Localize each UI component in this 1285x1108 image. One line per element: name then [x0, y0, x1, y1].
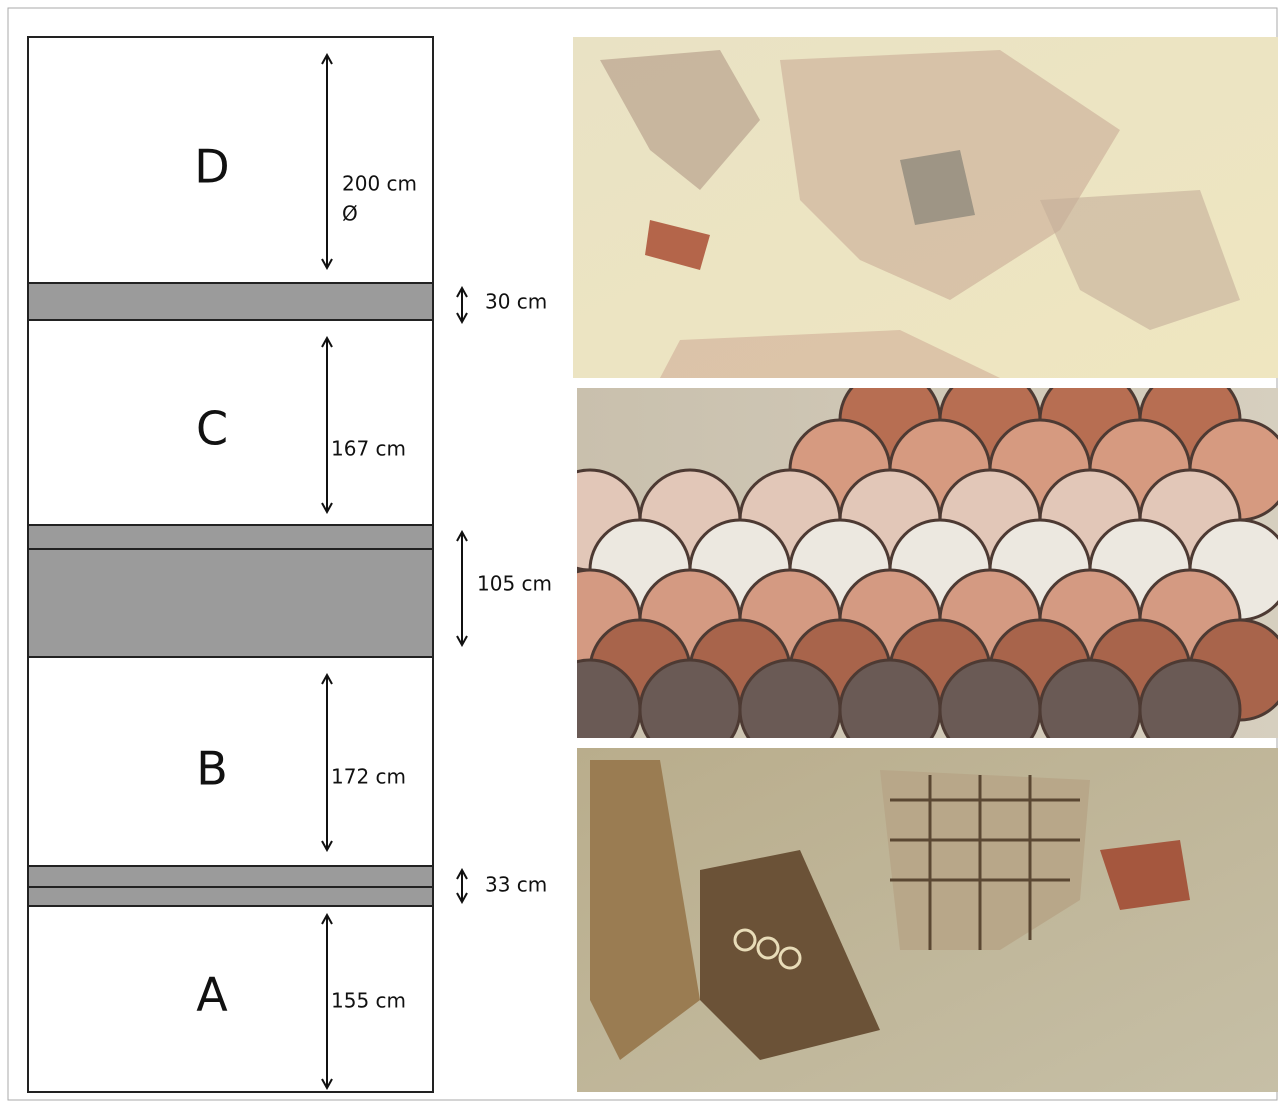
- photo-top: [573, 37, 1278, 378]
- dimension-label: 200 cm: [342, 172, 417, 196]
- section-label: D: [194, 140, 229, 194]
- section-box: [27, 36, 434, 284]
- section-label: B: [196, 742, 228, 796]
- section-box: [27, 905, 434, 1093]
- mosaic-scale: [577, 658, 642, 738]
- mosaic-scale: [938, 658, 1042, 738]
- section-box: [27, 656, 434, 867]
- section-label: A: [196, 968, 228, 1022]
- band: [27, 886, 434, 907]
- mosaic-scale: [638, 658, 742, 738]
- diameter-note: Ø: [342, 202, 358, 226]
- mosaic-scale: [738, 658, 842, 738]
- mosaic-scale: [1038, 658, 1142, 738]
- dimension-label: 167 cm: [331, 437, 406, 461]
- photo-bottom: [577, 748, 1278, 1092]
- sections-diagram: D C B A 200 cm Ø 30 cm 167 cm 105 cm 172…: [27, 36, 552, 1093]
- photo-middle: [577, 388, 1278, 738]
- section-label: C: [196, 402, 228, 456]
- dimension-label: 33 cm: [485, 873, 547, 897]
- dimension-label: 105 cm: [477, 572, 552, 596]
- mosaic-scale: [1138, 658, 1242, 738]
- band: [27, 865, 434, 888]
- mosaic-scale: [838, 658, 942, 738]
- dimension-label: 155 cm: [331, 989, 406, 1013]
- band: [27, 524, 434, 550]
- band: [27, 282, 434, 321]
- dimension-label: 30 cm: [485, 290, 547, 314]
- section-box: [27, 319, 434, 526]
- band: [27, 548, 434, 658]
- dimension-label: 172 cm: [331, 765, 406, 789]
